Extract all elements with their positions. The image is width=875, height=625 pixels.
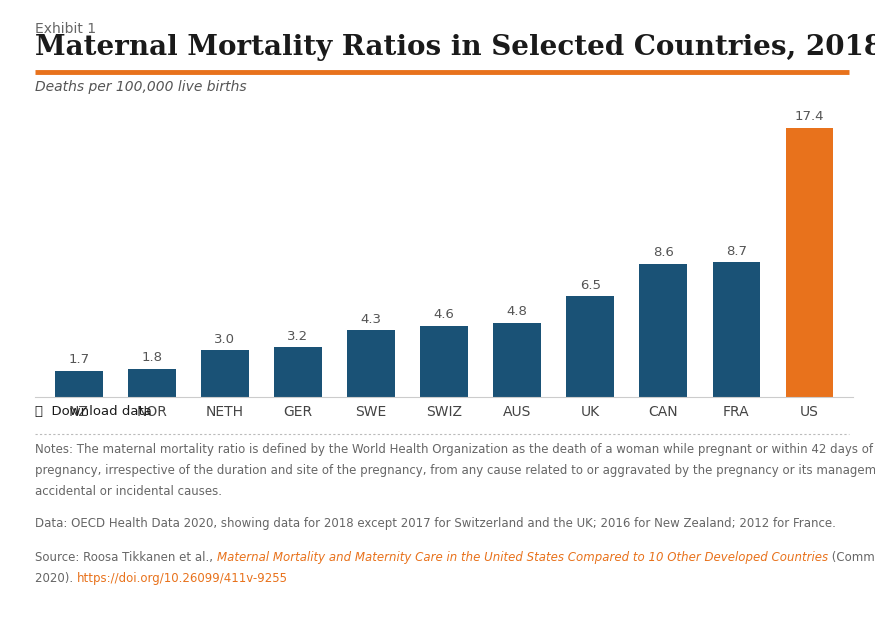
Text: 4.3: 4.3 [360,312,382,326]
Bar [566,296,614,397]
Text: 4.6: 4.6 [434,308,454,321]
Text: https://doi.org/10.26099/411v-9255: https://doi.org/10.26099/411v-9255 [77,572,288,585]
Text: Deaths per 100,000 live births: Deaths per 100,000 live births [35,80,247,94]
Text: Maternal Mortality and Maternity Care in the United States Compared to 10 Other : Maternal Mortality and Maternity Care in… [217,551,828,564]
Bar [712,262,760,397]
Text: 3.0: 3.0 [214,333,235,346]
Text: 6.5: 6.5 [579,279,600,292]
Bar [55,371,102,397]
Text: Data: OECD Health Data 2020, showing data for 2018 except 2017 for Switzerland a: Data: OECD Health Data 2020, showing dat… [35,517,836,530]
Bar [128,369,176,397]
Bar [274,348,322,397]
Bar [786,127,833,397]
Text: 3.2: 3.2 [287,330,309,342]
Text: (Commonwealth Fund, Nov.: (Commonwealth Fund, Nov. [828,551,875,564]
Text: Source: Roosa Tikkanen et al.,: Source: Roosa Tikkanen et al., [35,551,217,564]
Bar [347,331,395,397]
Text: 1.8: 1.8 [142,351,163,364]
Text: 17.4: 17.4 [794,110,824,123]
Text: 4.8: 4.8 [507,305,528,318]
Bar [420,326,468,397]
Text: Notes: The maternal mortality ratio is defined by the World Health Organization : Notes: The maternal mortality ratio is d… [35,442,875,456]
Text: 8.7: 8.7 [725,244,746,258]
Text: 2020).: 2020). [35,572,77,585]
Text: Maternal Mortality Ratios in Selected Countries, 2018 or Latest Year: Maternal Mortality Ratios in Selected Co… [35,34,875,61]
Text: accidental or incidental causes.: accidental or incidental causes. [35,485,222,498]
Bar [640,264,687,397]
Bar [201,351,248,397]
Text: 1.7: 1.7 [68,353,89,366]
Bar [493,322,541,397]
Text: 8.6: 8.6 [653,246,674,259]
Text: Exhibit 1: Exhibit 1 [35,22,96,36]
Text: ⤓  Download data: ⤓ Download data [35,405,152,418]
Text: pregnancy, irrespective of the duration and site of the pregnancy, from any caus: pregnancy, irrespective of the duration … [35,464,875,477]
